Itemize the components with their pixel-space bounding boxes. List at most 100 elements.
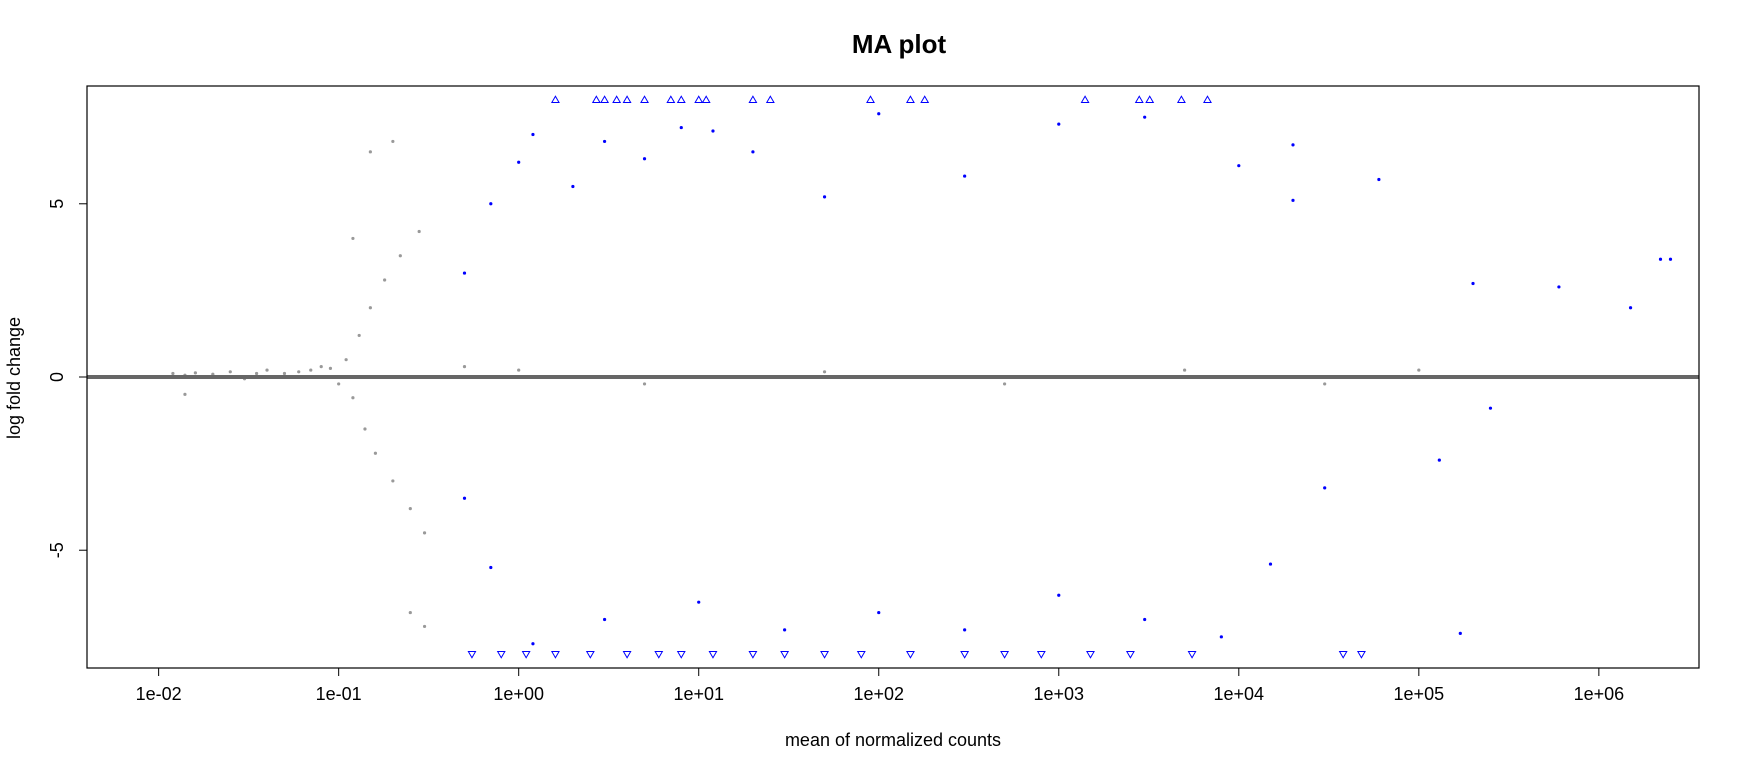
clipped-point-marker [591, 95, 601, 104]
clipped-point-marker [496, 650, 506, 659]
x-tick-label: 1e+00 [493, 684, 544, 704]
significant-point [963, 174, 967, 178]
clipped-point-marker [1176, 95, 1186, 104]
clipped-point-marker [622, 650, 632, 659]
points-layer [171, 95, 1673, 659]
clipped-point-marker [694, 95, 704, 104]
not-significant-point [297, 370, 301, 374]
x-tick-label: 1e-02 [136, 684, 182, 704]
significant-point [1291, 198, 1295, 202]
clipped-point-marker [550, 650, 560, 659]
clipped-point-marker [1187, 650, 1197, 659]
significant-point [489, 565, 493, 570]
x-axis-label: mean of normalized counts [785, 730, 1001, 750]
not-significant-point [171, 371, 175, 376]
clipped-point-marker [666, 95, 676, 104]
y-tick-label: 5 [47, 199, 67, 209]
clipped-point-marker [1356, 650, 1366, 659]
not-significant-point [363, 427, 367, 431]
x-tick-label: 1e+04 [1214, 684, 1265, 704]
clipped-point-marker [1080, 95, 1090, 104]
y-axis-label: log fold change [4, 317, 24, 439]
clipped-point-marker [1036, 650, 1046, 659]
clipped-point-marker [612, 95, 622, 104]
not-significant-point [351, 396, 355, 400]
not-significant-point [422, 531, 427, 535]
not-significant-point [368, 150, 372, 154]
not-significant-point [391, 479, 395, 483]
significant-point [1458, 631, 1462, 635]
significant-point [751, 150, 755, 154]
plot-area-border [86, 85, 1700, 669]
significant-point [711, 129, 715, 133]
not-significant-point [1002, 382, 1007, 386]
clipped-point-marker [780, 650, 790, 659]
not-significant-point [309, 368, 313, 372]
significant-point [1557, 285, 1561, 289]
clipped-point-marker [585, 650, 595, 659]
significant-point [1377, 177, 1381, 182]
not-significant-point [462, 365, 467, 369]
not-significant-point [228, 370, 232, 374]
clipped-point-marker [467, 650, 477, 659]
clipped-point-marker [820, 650, 830, 659]
x-tick-label: 1e-01 [316, 684, 362, 704]
significant-point [822, 195, 827, 199]
not-significant-point [1183, 368, 1187, 372]
not-significant-point [408, 507, 412, 511]
significant-point [1057, 593, 1061, 597]
not-significant-point [1417, 368, 1421, 372]
significant-point [1219, 635, 1223, 639]
chart-title: MA plot [852, 29, 947, 59]
x-tick-label: 1e+06 [1574, 684, 1625, 704]
clipped-point-marker [856, 650, 866, 659]
not-significant-point [398, 254, 402, 258]
clipped-point-marker [1125, 650, 1135, 659]
clipped-point-marker [1338, 650, 1348, 659]
not-significant-point [373, 451, 378, 455]
clipped-point-marker [1000, 650, 1010, 659]
significant-point [963, 628, 967, 632]
not-significant-point [368, 306, 372, 310]
clipped-point-marker [550, 95, 560, 104]
clipped-point-marker [1145, 95, 1155, 104]
clipped-point-marker [600, 95, 610, 104]
significant-point [877, 112, 881, 116]
clipped-point-marker [676, 95, 686, 104]
significant-point [1658, 257, 1663, 261]
significant-point [462, 271, 467, 275]
clipped-point-marker [676, 650, 686, 659]
clipped-point-marker [866, 95, 875, 104]
significant-point [1323, 486, 1327, 490]
significant-point [1628, 306, 1633, 310]
clipped-point-marker [654, 650, 664, 659]
not-significant-point [337, 382, 341, 386]
significant-point [1237, 164, 1241, 168]
x-tick-label: 1e+02 [853, 684, 904, 704]
clipped-point-marker [1203, 95, 1212, 104]
clipped-point-marker [920, 95, 930, 104]
significant-point [531, 642, 535, 646]
significant-point [571, 184, 575, 189]
not-significant-point [193, 371, 197, 375]
not-significant-point [282, 371, 287, 376]
clipped-point-marker [701, 95, 711, 104]
not-significant-point [408, 610, 412, 615]
significant-point [679, 125, 683, 130]
significant-point [1488, 406, 1493, 410]
clipped-point-marker [905, 650, 915, 659]
not-significant-point [344, 358, 348, 362]
clipped-point-marker [960, 650, 970, 659]
clipped-point-marker [640, 95, 649, 104]
x-tick-label: 1e+05 [1394, 684, 1445, 704]
significant-point [531, 132, 535, 137]
not-significant-point [183, 392, 187, 396]
significant-point [462, 496, 467, 500]
clipped-point-marker [708, 650, 718, 659]
significant-point [783, 628, 787, 632]
clipped-point-marker [1086, 650, 1095, 659]
not-significant-point [822, 370, 827, 374]
significant-point [602, 617, 607, 622]
